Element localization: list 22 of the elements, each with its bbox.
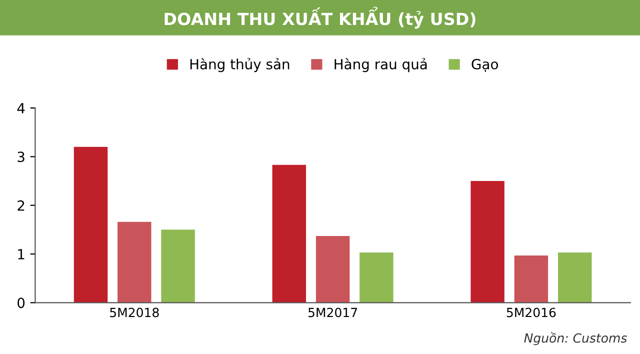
legend-label: Hàng thủy sản [190, 58, 290, 72]
bar [360, 252, 394, 303]
y-tick-label: 4 [17, 103, 25, 114]
bar [272, 164, 306, 303]
y-tick-label: 3 [18, 152, 24, 162]
chart-title: DOANH THU XUẤT KHẨU (tỷ USD) [164, 6, 476, 29]
bar [161, 230, 195, 303]
y-tick-label: 1 [18, 249, 24, 260]
bar [558, 252, 592, 303]
x-tick-label: 5M2018 [110, 308, 159, 318]
y-tick-label: 0 [18, 298, 25, 308]
bar [118, 222, 152, 303]
legend-label: Gạo [472, 58, 498, 72]
legend-label: Hàng rau quả [334, 58, 427, 72]
bar [74, 146, 108, 303]
bar [316, 236, 350, 303]
x-tick-label: 5M2017 [308, 308, 358, 318]
bar [470, 180, 504, 303]
x-tick-label: 5M2016 [506, 308, 556, 318]
y-tick-label: 2 [18, 200, 24, 211]
text: Nguồn: Customs [524, 332, 627, 346]
bar [514, 255, 548, 303]
